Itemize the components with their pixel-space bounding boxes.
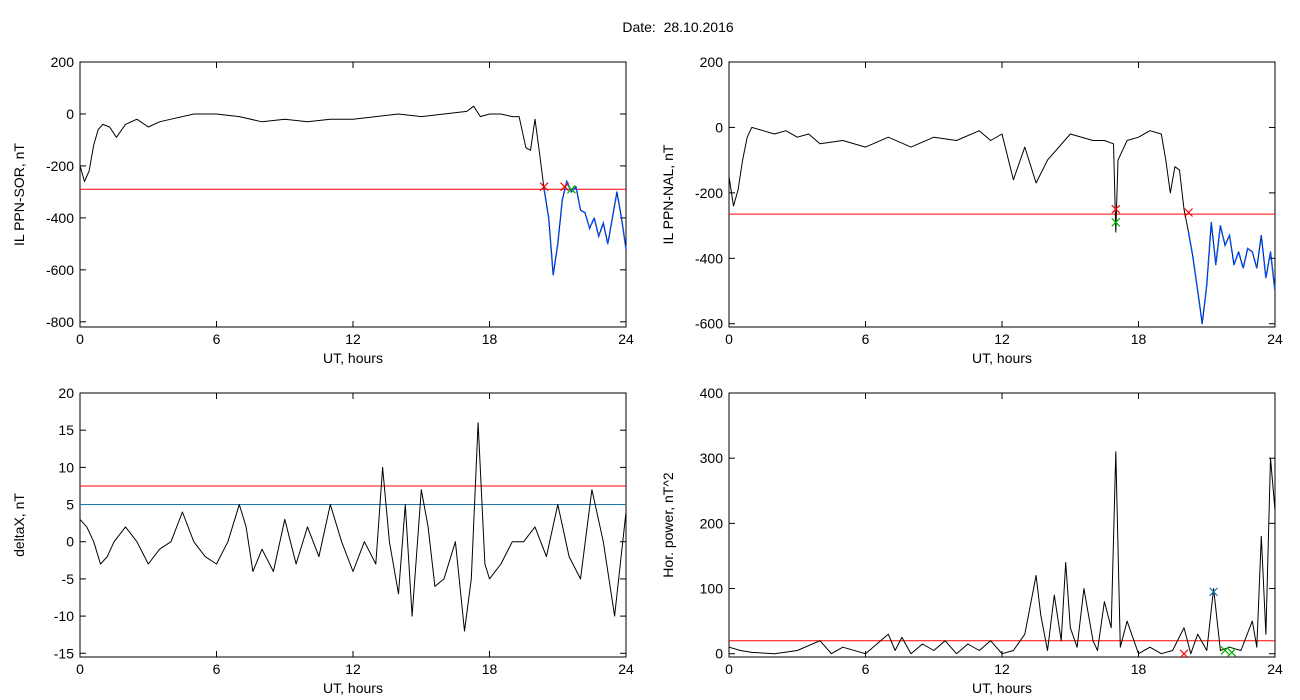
- panel2-ytick-label: -200: [695, 185, 723, 201]
- panel4-xlabel: UT, hours: [972, 680, 1032, 696]
- panel4-xtick-label: 6: [862, 661, 870, 677]
- panel1-ytick-label: -600: [46, 262, 74, 278]
- panel2-marker-red: [1111, 204, 1121, 214]
- panel2-xtick-label: 24: [1267, 331, 1283, 347]
- panel3-ytick-label: 10: [58, 459, 74, 475]
- panel2-xtick-label: 12: [994, 331, 1010, 347]
- panel4-xtick-label: 18: [1131, 661, 1147, 677]
- panel1-ytick-label: -400: [46, 210, 74, 226]
- panel2-ylabel: IL PPN-NAL, nT: [660, 144, 676, 244]
- panel3-xtick-label: 24: [618, 661, 634, 677]
- panel1-marker-red: [539, 182, 549, 192]
- panel2-xtick-label: 18: [1131, 331, 1147, 347]
- panel3-ytick-label: 20: [58, 385, 74, 401]
- panel1-marker-green: [566, 184, 576, 194]
- panel4-ytick-label: 300: [700, 450, 724, 466]
- panel3-xtick-label: 6: [213, 661, 221, 677]
- panel1-ytick-label: -800: [46, 314, 74, 330]
- panel1-xtick-label: 12: [345, 331, 361, 347]
- panel2-xtick-label: 0: [725, 331, 733, 347]
- panel3-ytick-label: 0: [66, 534, 74, 550]
- panel4-ylabel: Hor. power, nT^2: [660, 472, 676, 578]
- panel4-xtick-label: 0: [725, 661, 733, 677]
- panel3-xtick-label: 18: [482, 661, 498, 677]
- panel4-marker-blue: [1209, 587, 1218, 597]
- panel1-xtick-label: 6: [213, 331, 221, 347]
- panel4-ytick-label: 0: [715, 646, 723, 662]
- panel1-xtick-label: 18: [482, 331, 498, 347]
- panel3-ylabel: deltaX, nT: [11, 493, 27, 557]
- panel2-series-line: [728, 126, 1276, 325]
- panel3-ytick-label: -5: [62, 571, 75, 587]
- panel2-highlight-line: [1187, 222, 1276, 324]
- panel3-xtick-label: 0: [76, 661, 84, 677]
- panel1-ytick-label: 200: [51, 54, 75, 70]
- panel3-xtick-label: 12: [345, 661, 361, 677]
- panel4-marker-green: [1220, 646, 1230, 655]
- panel3-ytick-label: 15: [58, 422, 74, 438]
- chart-title: Date: 28.10.2016: [622, 19, 734, 35]
- panel4-marker-red: [1179, 649, 1189, 659]
- panel1-ytick-label: 0: [66, 106, 74, 122]
- panel4-xtick-label: 24: [1267, 661, 1283, 677]
- panel4-ytick-label: 100: [700, 581, 724, 597]
- panel3-ytick-label: 5: [66, 497, 74, 513]
- panel2-ytick-label: 200: [700, 54, 724, 70]
- panel2-ytick-label: -400: [695, 250, 723, 266]
- panel4-series-line: [728, 451, 1276, 655]
- panel4-ytick-label: 400: [700, 385, 724, 401]
- panel1-highlight-line: [543, 179, 627, 276]
- panel2-marker-red: [1184, 208, 1193, 217]
- panel2-marker-green: [1111, 217, 1121, 227]
- panel4-frame: [728, 392, 1276, 658]
- panel4-marker-green: [1227, 648, 1237, 657]
- panel3-series-line: [79, 422, 627, 632]
- panel4-ytick-label: 200: [700, 515, 724, 531]
- panel1-marker-red: [560, 182, 569, 192]
- panel3-xlabel: UT, hours: [323, 680, 383, 696]
- panel2-xlabel: UT, hours: [972, 350, 1032, 366]
- panel3-ytick-label: -10: [54, 608, 74, 624]
- panel3-ytick-label: -15: [54, 645, 74, 661]
- panel2-xtick-label: 6: [862, 331, 870, 347]
- panel1-ytick-label: -200: [46, 158, 74, 174]
- panel3-frame: [79, 392, 627, 658]
- panel1-ylabel: IL PPN-SOR, nT: [11, 143, 27, 246]
- panel2-ytick-label: 0: [715, 119, 723, 135]
- panel2-ytick-label: -600: [695, 316, 723, 332]
- panel1-xlabel: UT, hours: [323, 350, 383, 366]
- panel1-frame: [79, 61, 627, 328]
- panel1-xtick-label: 24: [618, 331, 634, 347]
- panel2-frame: [728, 61, 1276, 328]
- panel1-xtick-label: 0: [76, 331, 84, 347]
- panel4-xtick-label: 12: [994, 661, 1010, 677]
